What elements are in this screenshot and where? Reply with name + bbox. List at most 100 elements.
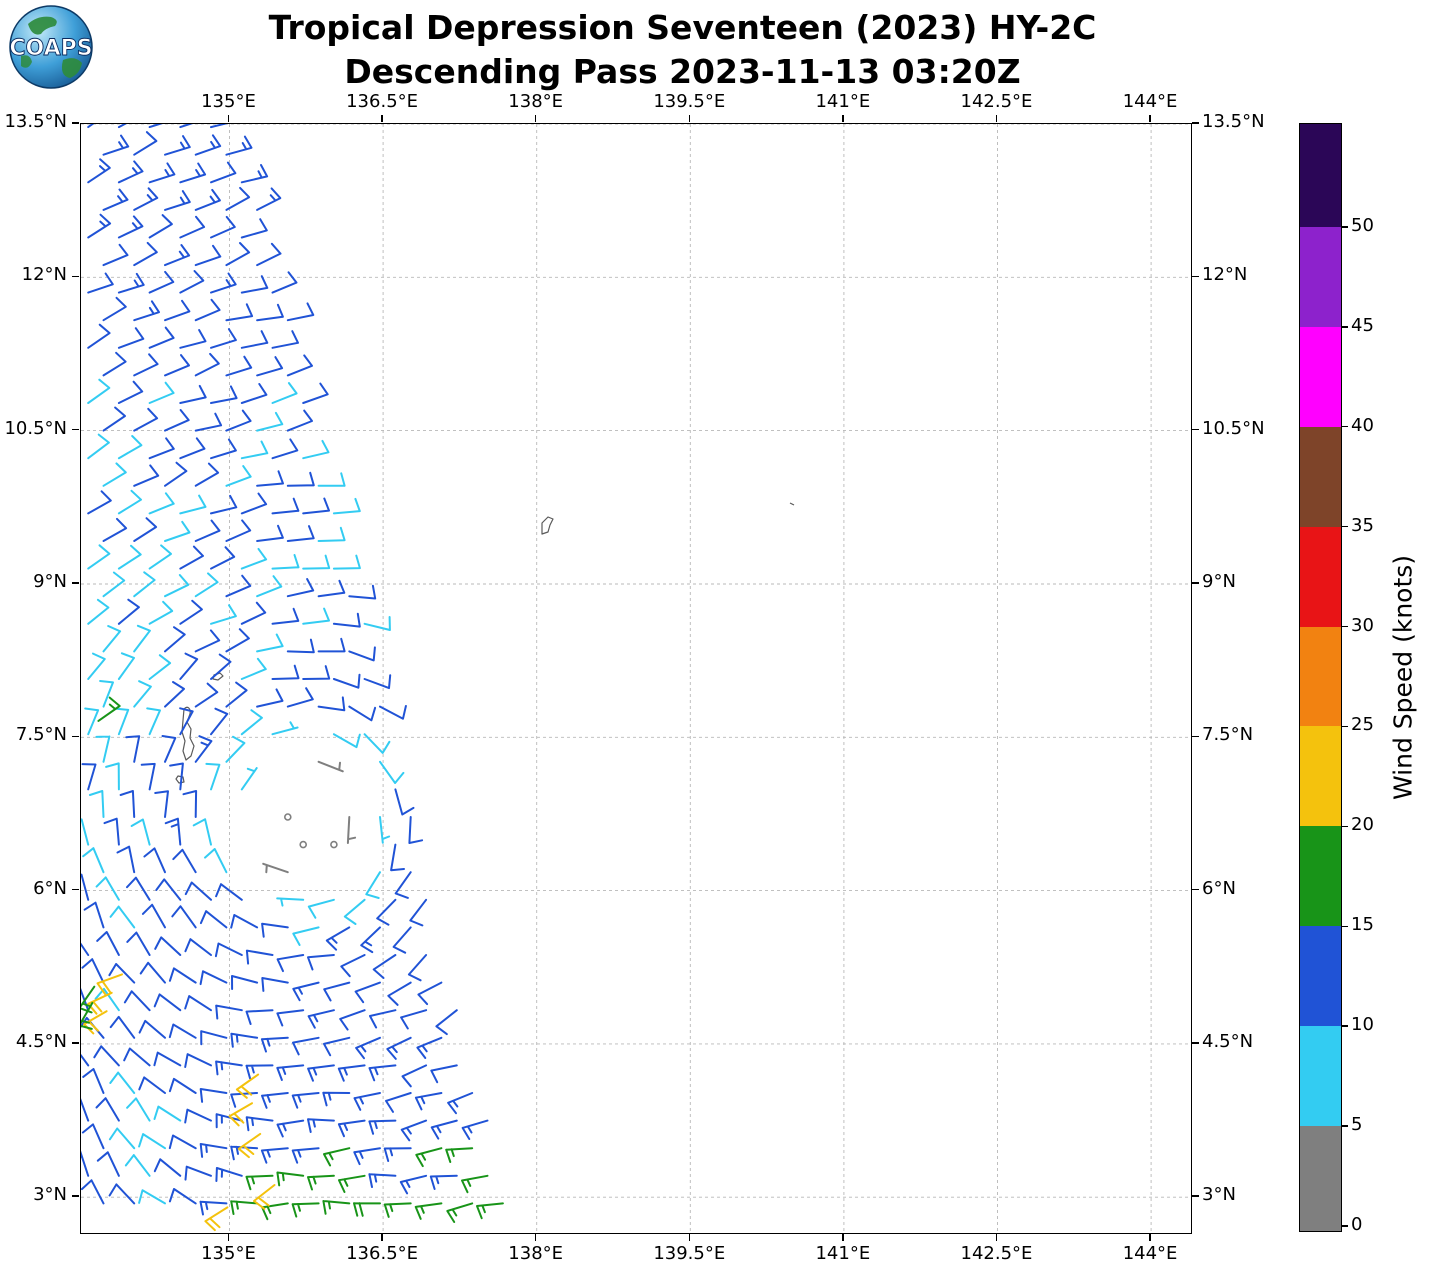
wind-barb bbox=[214, 942, 243, 958]
y-tick-mark bbox=[72, 428, 79, 431]
wind-barb bbox=[205, 762, 221, 791]
wind-barb bbox=[108, 1183, 136, 1205]
wind-barb bbox=[225, 135, 253, 156]
wind-barb bbox=[87, 544, 111, 570]
colorbar-tick-label: 30 bbox=[1351, 614, 1374, 636]
wind-barb bbox=[385, 1092, 412, 1113]
wind-barb bbox=[87, 490, 112, 515]
coaps-logo-text: COAPS bbox=[9, 36, 92, 61]
wind-barb bbox=[184, 1165, 212, 1181]
wind-barb bbox=[332, 497, 361, 515]
wind-barb bbox=[95, 876, 120, 901]
wind-barb bbox=[215, 1060, 243, 1076]
wind-barb bbox=[260, 1036, 289, 1053]
wind-barb bbox=[124, 1154, 151, 1177]
wind-barb bbox=[271, 382, 298, 404]
colorbar-tick-label: 45 bbox=[1351, 314, 1374, 336]
wind-barb bbox=[138, 1076, 166, 1094]
wind-barb bbox=[148, 270, 175, 294]
wind-barb bbox=[240, 547, 268, 570]
wind-barb bbox=[117, 160, 144, 184]
wind-barb bbox=[87, 213, 112, 239]
wind-barb bbox=[353, 1092, 381, 1111]
y-tick-mark bbox=[1192, 582, 1199, 584]
wind-barb bbox=[184, 1053, 212, 1068]
wind-barb bbox=[148, 162, 176, 184]
wind-barb bbox=[363, 733, 391, 754]
wind-barb bbox=[323, 981, 351, 1002]
x-tick-label-bottom: 141°E bbox=[815, 1243, 871, 1264]
wind-barb bbox=[245, 1116, 274, 1132]
wind-barb bbox=[271, 330, 299, 349]
x-tick-label-top: 144°E bbox=[1122, 91, 1178, 112]
wind-barb bbox=[123, 1047, 151, 1067]
wind-barb bbox=[204, 848, 228, 874]
x-tick-mark bbox=[534, 1234, 537, 1241]
wind-barb bbox=[84, 707, 100, 736]
colorbar-tick-mark bbox=[1342, 1125, 1348, 1127]
colorbar-tick-label: 10 bbox=[1351, 1014, 1374, 1036]
wind-barb bbox=[215, 1167, 243, 1182]
wind-barb bbox=[240, 440, 269, 460]
wind-barb bbox=[192, 818, 212, 846]
wind-barb-calm bbox=[299, 840, 307, 849]
wind-barb bbox=[164, 626, 186, 653]
wind-barb bbox=[179, 124, 193, 129]
x-tick-mark bbox=[995, 115, 998, 122]
wind-barb bbox=[343, 898, 366, 925]
wind-barb bbox=[179, 545, 204, 570]
wind-barb bbox=[383, 1202, 412, 1218]
wind-barb bbox=[414, 1092, 443, 1111]
wind-barb bbox=[117, 598, 140, 625]
wind-barb bbox=[302, 665, 331, 680]
wind-barb bbox=[292, 981, 320, 1002]
colorbar-tick-mark bbox=[1342, 326, 1348, 328]
wind-barb bbox=[96, 931, 120, 956]
wind-barb bbox=[102, 625, 122, 653]
wind-barb bbox=[383, 1147, 412, 1162]
y-tick-mark bbox=[1192, 122, 1199, 124]
wind-barb bbox=[231, 975, 259, 990]
wind-barb bbox=[155, 878, 182, 901]
wind-barb bbox=[307, 1064, 335, 1082]
wind-barb bbox=[81, 1179, 105, 1205]
wind-barb bbox=[199, 1088, 228, 1103]
x-tick-mark bbox=[534, 115, 537, 122]
wind-barb bbox=[87, 433, 110, 460]
wind-barb bbox=[276, 954, 305, 973]
wind-barb bbox=[138, 1133, 166, 1150]
wind-barb bbox=[230, 1032, 259, 1048]
wind-barb bbox=[291, 1202, 320, 1218]
wind-barb bbox=[133, 407, 159, 432]
wind-barb bbox=[262, 862, 289, 874]
wind-barb bbox=[102, 351, 127, 377]
wind-barb bbox=[133, 300, 160, 322]
title-block: Tropical Depression Seventeen (2023) HY-… bbox=[95, 6, 1270, 93]
x-tick-mark bbox=[842, 1234, 844, 1241]
wind-barb bbox=[81, 1123, 105, 1150]
globe-landmass bbox=[61, 58, 82, 78]
y-tick-mark bbox=[72, 582, 79, 584]
globe-landmass bbox=[28, 16, 57, 35]
globe-landmass bbox=[21, 55, 32, 68]
y-tick-label-left: 10.5°N bbox=[4, 417, 67, 439]
colorbar-axis-label: Wind Speed (knots) bbox=[1388, 554, 1418, 801]
wind-barb bbox=[169, 762, 184, 791]
y-tick-label-left: 13.5°N bbox=[4, 111, 67, 132]
wind-barb bbox=[276, 1009, 305, 1027]
wind-barb bbox=[154, 790, 169, 818]
wind-barb bbox=[368, 1064, 397, 1082]
x-tick-mark bbox=[842, 115, 844, 122]
wind-barb bbox=[164, 461, 188, 487]
wind-barb bbox=[87, 652, 106, 680]
wind-barb bbox=[184, 881, 212, 901]
wind-barb bbox=[392, 926, 412, 954]
wind-barb bbox=[256, 187, 282, 211]
wind-barb bbox=[133, 624, 151, 653]
y-tick-label-right: 3°N bbox=[1202, 1184, 1236, 1206]
wind-barb bbox=[81, 942, 90, 956]
wind-barb bbox=[148, 600, 174, 625]
wind-barb bbox=[261, 1202, 289, 1221]
wind-barb bbox=[235, 1073, 260, 1099]
